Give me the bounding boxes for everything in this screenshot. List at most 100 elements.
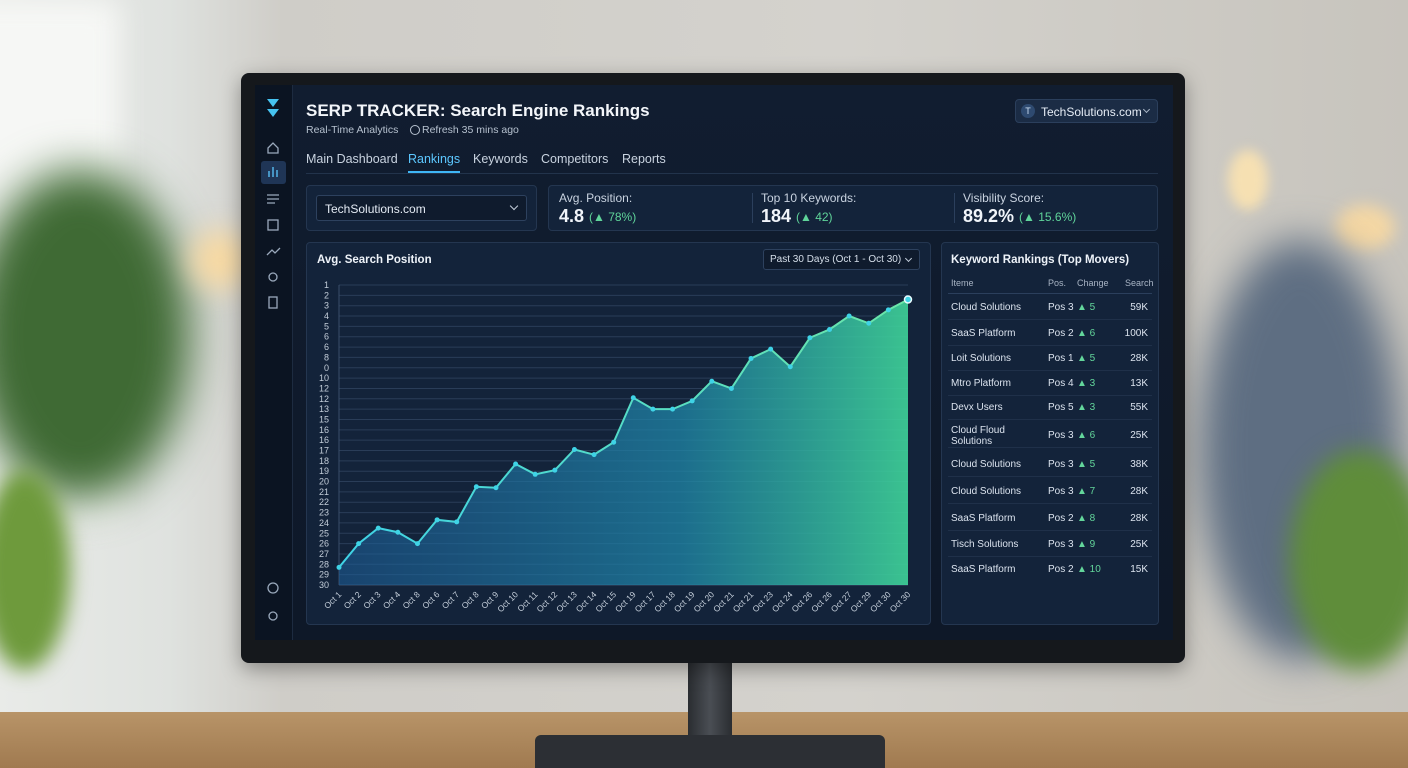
point [532, 471, 538, 477]
y-tick-label: 4 [324, 311, 329, 321]
point [827, 326, 833, 332]
x-tick-label: Oct 26 [790, 589, 815, 614]
area [339, 299, 908, 585]
row-divider [948, 395, 1152, 396]
column-header: Search [1125, 278, 1154, 288]
row-divider [948, 476, 1152, 477]
list-icon[interactable] [267, 194, 279, 204]
active-tab-underline [408, 171, 460, 173]
doc-icon[interactable] [268, 296, 278, 309]
x-tick-label: Oct 10 [495, 589, 520, 614]
site-select[interactable]: TechSolutions.com [316, 195, 527, 221]
y-tick-label: 27 [319, 549, 329, 559]
column-header: Pos. [1048, 278, 1067, 288]
point [787, 364, 793, 370]
position: Pos 5 [1048, 402, 1074, 413]
settings-icon[interactable] [268, 272, 278, 282]
refresh-time: Refresh 35 mins ago [422, 124, 519, 136]
kpi-value: 4.8 [559, 206, 585, 226]
point [670, 406, 676, 412]
bulb-right [1228, 150, 1268, 210]
tab[interactable]: Competitors [541, 152, 609, 166]
search-volume: 13K [1130, 378, 1148, 389]
logo [267, 99, 279, 117]
point [591, 452, 597, 458]
monitor-stand [688, 655, 732, 735]
x-tick-label: Oct 17 [633, 589, 658, 614]
range-select-value: Past 30 Days (Oct 1 - Oct 30) [770, 254, 902, 265]
point [689, 398, 695, 404]
point [709, 378, 715, 384]
y-tick-label: 29 [319, 570, 329, 580]
keyword: SaaS Platform [951, 513, 1016, 524]
y-tick-label: 28 [319, 559, 329, 569]
site-panel: TechSolutions.com [306, 185, 537, 231]
account-switcher[interactable]: T TechSolutions.com [1015, 99, 1158, 123]
trend-icon[interactable] [266, 247, 281, 256]
header-divider [948, 293, 1152, 294]
rankings-icon[interactable] [268, 167, 278, 177]
refresh-icon [410, 125, 420, 135]
y-tick-label: 21 [319, 487, 329, 497]
title: SERP TRACKER: Search Engine Rankings [306, 101, 650, 120]
report-icon[interactable] [267, 219, 279, 231]
search-volume: 59K [1130, 302, 1148, 313]
y-tick-label: 13 [319, 404, 329, 414]
y-tick-label: 16 [319, 425, 329, 435]
y-tick-label: 26 [319, 539, 329, 549]
help-icon[interactable] [267, 582, 279, 594]
point [395, 529, 401, 535]
row-divider [948, 503, 1152, 504]
search-volume: 38K [1130, 459, 1148, 470]
x-tick-label: Oct 7 [440, 589, 462, 611]
point [885, 307, 891, 313]
range-select[interactable]: Past 30 Days (Oct 1 - Oct 30) [763, 249, 920, 270]
point [846, 313, 852, 319]
search-volume: 100K [1124, 328, 1148, 339]
y-tick-label: 17 [319, 446, 329, 456]
keyword: Cloud Solutions [951, 302, 1022, 313]
y-tick-label: 0 [324, 363, 329, 373]
tab[interactable]: Reports [622, 152, 666, 166]
kpi-divider [954, 193, 955, 223]
y-tick-label: 12 [319, 383, 329, 393]
position: Pos 3 [1048, 539, 1074, 550]
point [728, 385, 734, 391]
settings-bottom-icon[interactable] [268, 611, 278, 621]
tab[interactable]: Keywords [473, 152, 528, 166]
point [611, 439, 617, 445]
change: ▲ 5 [1077, 353, 1096, 364]
row-divider [948, 530, 1152, 531]
x-tick-label: Oct 13 [554, 589, 579, 614]
account-avatar: T [1021, 104, 1035, 118]
plant-front [0, 470, 70, 670]
position: Pos 3 [1048, 459, 1074, 470]
home-icon[interactable] [267, 142, 279, 154]
chart-panel: Avg. Search Position Past 30 Days (Oct 1… [306, 242, 931, 625]
search-volume: 25K [1130, 430, 1148, 441]
change: ▲ 5 [1077, 459, 1096, 470]
point [552, 467, 558, 473]
point [650, 406, 656, 412]
y-tick-label: 23 [319, 508, 329, 518]
y-tick-label: 19 [319, 466, 329, 476]
change: ▲ 3 [1077, 402, 1096, 413]
kpi-value: 89.2% [963, 206, 1015, 226]
search-volume: 28K [1130, 513, 1148, 524]
change: ▲ 6 [1077, 328, 1096, 339]
x-tick-label: Oct 18 [652, 589, 677, 614]
table-title: Keyword Rankings (Top Movers) [951, 254, 1130, 266]
point [571, 446, 577, 452]
lamp-right [1335, 205, 1395, 250]
x-tick-label: Oct 14 [574, 589, 599, 614]
y-tick-label: 1 [324, 280, 329, 290]
tab[interactable]: Main Dashboard [306, 152, 398, 166]
keyword: Devx Users [951, 402, 1003, 413]
x-tick-label: Oct 8 [459, 589, 481, 611]
tab[interactable]: Rankings [408, 152, 461, 166]
change: ▲ 3 [1077, 378, 1096, 389]
x-tick-label: Oct 24 [770, 589, 795, 614]
row-divider [948, 447, 1152, 448]
row-divider [948, 345, 1152, 346]
